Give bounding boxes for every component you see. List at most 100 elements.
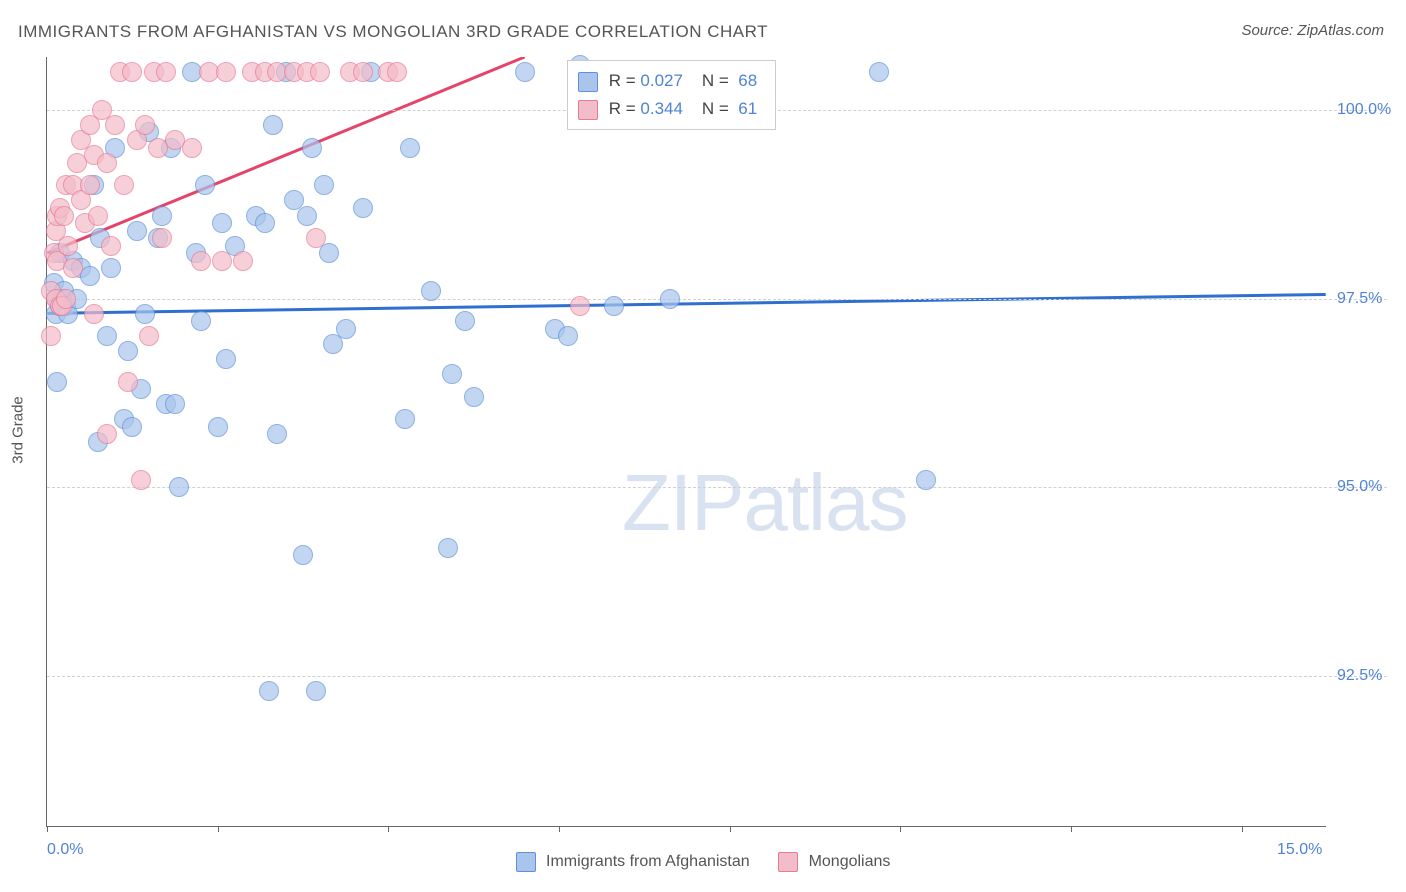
n-value-0: 68 bbox=[738, 71, 757, 90]
data-point bbox=[293, 545, 313, 565]
watermark-bold: ZIP bbox=[622, 458, 743, 547]
r-value-1: 0.344 bbox=[640, 99, 683, 118]
data-point bbox=[259, 681, 279, 701]
data-point bbox=[387, 62, 407, 82]
data-point bbox=[101, 236, 121, 256]
data-point bbox=[604, 296, 624, 316]
legend-label-1: Mongolians bbox=[809, 853, 891, 870]
y-tick-label: 95.0% bbox=[1337, 478, 1382, 496]
data-point bbox=[438, 538, 458, 558]
gridline bbox=[47, 299, 1387, 300]
data-point bbox=[916, 470, 936, 490]
data-point bbox=[97, 153, 117, 173]
x-tick bbox=[1071, 826, 1072, 832]
y-tick-label: 97.5% bbox=[1337, 290, 1382, 308]
data-point bbox=[47, 372, 67, 392]
data-point bbox=[105, 115, 125, 135]
data-point bbox=[131, 470, 151, 490]
gridline bbox=[47, 487, 1387, 488]
data-point bbox=[515, 62, 535, 82]
data-point bbox=[442, 364, 462, 384]
data-point bbox=[660, 289, 680, 309]
watermark: ZIPatlas bbox=[622, 457, 907, 549]
data-point bbox=[165, 394, 185, 414]
data-point bbox=[118, 341, 138, 361]
data-point bbox=[216, 62, 236, 82]
data-point bbox=[182, 138, 202, 158]
data-point bbox=[212, 213, 232, 233]
data-point bbox=[263, 115, 283, 135]
data-point bbox=[191, 311, 211, 331]
data-point bbox=[58, 236, 78, 256]
r-value-0: 0.027 bbox=[640, 71, 683, 90]
data-point bbox=[54, 206, 74, 226]
data-point bbox=[97, 424, 117, 444]
x-tick bbox=[1242, 826, 1243, 832]
chart-source: Source: ZipAtlas.com bbox=[1241, 22, 1384, 39]
swatch-series-0 bbox=[578, 72, 598, 92]
data-point bbox=[156, 62, 176, 82]
data-point bbox=[41, 326, 61, 346]
data-point bbox=[255, 213, 275, 233]
r-label: R = bbox=[609, 71, 636, 90]
data-point bbox=[80, 266, 100, 286]
data-point bbox=[869, 62, 889, 82]
y-axis-label: 3rd Grade bbox=[10, 396, 27, 464]
y-tick-label: 100.0% bbox=[1337, 101, 1391, 119]
data-point bbox=[310, 62, 330, 82]
data-point bbox=[233, 251, 253, 271]
bottom-legend: Immigrants from Afghanistan Mongolians bbox=[0, 852, 1406, 872]
data-point bbox=[314, 175, 334, 195]
data-point bbox=[135, 304, 155, 324]
data-point bbox=[195, 175, 215, 195]
data-point bbox=[400, 138, 420, 158]
chart-title: IMMIGRANTS FROM AFGHANISTAN VS MONGOLIAN… bbox=[18, 22, 768, 42]
stats-row-0: R = 0.027 N = 68 bbox=[578, 67, 757, 95]
swatch-icon bbox=[516, 852, 536, 872]
data-point bbox=[208, 417, 228, 437]
data-point bbox=[421, 281, 441, 301]
trend-lines bbox=[47, 57, 1326, 826]
data-point bbox=[139, 326, 159, 346]
gridline bbox=[47, 676, 1387, 677]
data-point bbox=[101, 258, 121, 278]
data-point bbox=[152, 206, 172, 226]
data-point bbox=[302, 138, 322, 158]
data-point bbox=[122, 417, 142, 437]
data-point bbox=[455, 311, 475, 331]
data-point bbox=[63, 258, 83, 278]
data-point bbox=[212, 251, 232, 271]
data-point bbox=[118, 372, 138, 392]
swatch-series-1 bbox=[578, 100, 598, 120]
x-tick bbox=[47, 826, 48, 832]
x-tick bbox=[388, 826, 389, 832]
y-tick-label: 92.5% bbox=[1337, 667, 1382, 685]
data-point bbox=[216, 349, 236, 369]
data-point bbox=[135, 115, 155, 135]
data-point bbox=[570, 296, 590, 316]
data-point bbox=[353, 62, 373, 82]
data-point bbox=[88, 206, 108, 226]
legend-item-0: Immigrants from Afghanistan bbox=[516, 853, 755, 870]
data-point bbox=[395, 409, 415, 429]
data-point bbox=[297, 206, 317, 226]
data-point bbox=[558, 326, 578, 346]
swatch-icon bbox=[778, 852, 798, 872]
data-point bbox=[169, 477, 189, 497]
data-point bbox=[306, 228, 326, 248]
plot-area: ZIPatlas 100.0%97.5%95.0%92.5%0.0%15.0% bbox=[46, 57, 1326, 827]
data-point bbox=[464, 387, 484, 407]
data-point bbox=[152, 228, 172, 248]
data-point bbox=[56, 289, 76, 309]
x-tick bbox=[900, 826, 901, 832]
data-point bbox=[97, 326, 117, 346]
stats-row-1: R = 0.344 N = 61 bbox=[578, 95, 757, 123]
n-value-1: 61 bbox=[738, 99, 757, 118]
legend-label-0: Immigrants from Afghanistan bbox=[546, 853, 750, 870]
data-point bbox=[191, 251, 211, 271]
data-point bbox=[114, 175, 134, 195]
stats-legend: R = 0.027 N = 68 R = 0.344 N = 61 bbox=[567, 60, 776, 130]
n-label: N = bbox=[702, 99, 729, 118]
x-tick bbox=[559, 826, 560, 832]
r-label: R = bbox=[609, 99, 636, 118]
